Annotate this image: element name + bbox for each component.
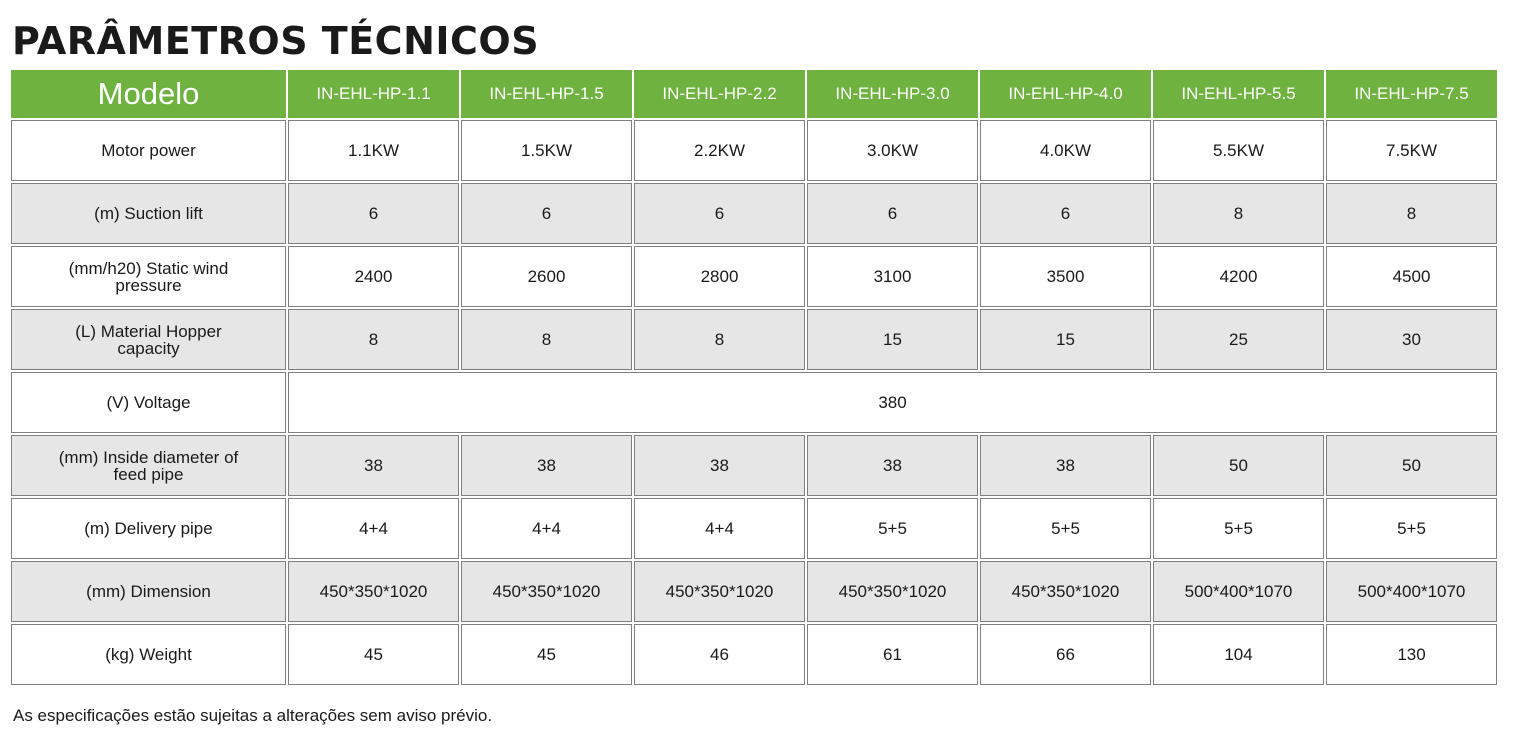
value-cell: 8 — [1153, 183, 1324, 244]
value-cell: 3.0KW — [807, 120, 978, 181]
row-label-cell: (mm) Dimension — [11, 561, 286, 622]
value-cell: 61 — [807, 624, 978, 685]
value-cell: 66 — [980, 624, 1151, 685]
row-label: (mm) Dimension — [86, 582, 211, 601]
value-cell: 45 — [288, 624, 459, 685]
row-label-cell: (m) Delivery pipe — [11, 498, 286, 559]
value-cell: 450*350*1020 — [634, 561, 805, 622]
header-cell-model: IN-EHL-HP-1.1 — [288, 70, 459, 118]
value-cell: 38 — [807, 435, 978, 496]
value-cell: 4500 — [1326, 246, 1497, 307]
row-label: (m) Delivery pipe — [84, 519, 213, 538]
table-row: (mm) Dimension 450*350*1020 450*350*1020 45… — [11, 561, 1497, 622]
row-label: (V) Voltage — [106, 393, 191, 412]
value-cell: 380 — [288, 372, 1497, 433]
table-row: (m) Delivery pipe 4+4 4+4 4+4 5+5 5+5 5+5 5+5 — [11, 498, 1497, 559]
table-row: Motor power 1.1KW 1.5KW 2.2KW 3.0KW 4.0KW 5.5K… — [11, 120, 1497, 181]
row-label: (L) Material Hopper capacity — [75, 321, 222, 358]
value-cell: 450*350*1020 — [980, 561, 1151, 622]
value-cell: 450*350*1020 — [807, 561, 978, 622]
row-label: Motor power — [101, 141, 196, 160]
value-cell: 7.5KW — [1326, 120, 1497, 181]
row-label-cell: (kg) Weight — [11, 624, 286, 685]
value-cell: 5+5 — [807, 498, 978, 559]
value-cell: 450*350*1020 — [461, 561, 632, 622]
value-cell: 15 — [980, 309, 1151, 370]
value-cell: 6 — [634, 183, 805, 244]
value-cell: 450*350*1020 — [288, 561, 459, 622]
row-label-cell: Motor power — [11, 120, 286, 181]
value-cell: 130 — [1326, 624, 1497, 685]
value-cell: 500*400*1070 — [1153, 561, 1324, 622]
header-cell-model: IN-EHL-HP-2.2 — [634, 70, 805, 118]
value-cell: 3500 — [980, 246, 1151, 307]
value-cell: 50 — [1153, 435, 1324, 496]
row-label: (mm/h20) Static wind pressure — [68, 258, 229, 295]
row-label: (kg) Weight — [105, 645, 192, 664]
value-cell: 1.1KW — [288, 120, 459, 181]
value-cell: 8 — [634, 309, 805, 370]
header-cell-model: IN-EHL-HP-7.5 — [1326, 70, 1497, 118]
page-title: PARÂMETROS TÉCNICOS — [12, 19, 540, 63]
value-cell: 8 — [461, 309, 632, 370]
row-label-cell: (m) Suction lift — [11, 183, 286, 244]
value-cell: 2600 — [461, 246, 632, 307]
value-cell: 2.2KW — [634, 120, 805, 181]
value-cell: 15 — [807, 309, 978, 370]
value-cell: 4+4 — [288, 498, 459, 559]
header-cell-model: IN-EHL-HP-5.5 — [1153, 70, 1324, 118]
row-label-cell: (mm/h20) Static wind pressure — [11, 246, 286, 307]
value-cell: 38 — [980, 435, 1151, 496]
value-cell: 2800 — [634, 246, 805, 307]
table-row: (V) Voltage 380 — [11, 372, 1497, 433]
table-row: (L) Material Hopper capacity 8 8 8 15 15 25 30 — [11, 309, 1497, 370]
value-cell: 5+5 — [1326, 498, 1497, 559]
value-cell: 38 — [288, 435, 459, 496]
header-cell-model: IN-EHL-HP-4.0 — [980, 70, 1151, 118]
value-cell: 104 — [1153, 624, 1324, 685]
value-cell: 5.5KW — [1153, 120, 1324, 181]
row-label: (m) Suction lift — [94, 204, 203, 223]
value-cell: 4+4 — [634, 498, 805, 559]
table-row: (kg) Weight 45 45 46 61 66 104 130 — [11, 624, 1497, 685]
row-label-cell: (mm) Inside diameter of feed pipe — [11, 435, 286, 496]
value-cell: 38 — [634, 435, 805, 496]
value-cell: 30 — [1326, 309, 1497, 370]
row-label-cell: (L) Material Hopper capacity — [11, 309, 286, 370]
value-cell: 46 — [634, 624, 805, 685]
value-cell: 4200 — [1153, 246, 1324, 307]
spec-table: Modelo IN-EHL-HP-1.1 IN-EHL-HP-1.5 IN-EHL-H… — [9, 68, 1499, 687]
header-cell-model: IN-EHL-HP-3.0 — [807, 70, 978, 118]
value-cell: 5+5 — [1153, 498, 1324, 559]
value-cell: 6 — [288, 183, 459, 244]
header-cell-model: IN-EHL-HP-1.5 — [461, 70, 632, 118]
table-row: (mm) Inside diameter of feed pipe 38 38 38 3… — [11, 435, 1497, 496]
row-label: (mm) Inside diameter of feed pipe — [58, 447, 239, 484]
value-cell: 50 — [1326, 435, 1497, 496]
disclaimer-note: As especificações estão sujeitas a alter… — [13, 706, 493, 725]
value-cell: 1.5KW — [461, 120, 632, 181]
table-body: Motor power 1.1KW 1.5KW 2.2KW 3.0KW 4.0KW 5.5K… — [11, 120, 1497, 685]
value-cell: 6 — [461, 183, 632, 244]
value-cell: 8 — [1326, 183, 1497, 244]
value-cell: 4.0KW — [980, 120, 1151, 181]
table-header: Modelo IN-EHL-HP-1.1 IN-EHL-HP-1.5 IN-EHL-H… — [11, 70, 1497, 118]
value-cell: 25 — [1153, 309, 1324, 370]
value-cell: 500*400*1070 — [1326, 561, 1497, 622]
value-cell: 8 — [288, 309, 459, 370]
value-cell: 2400 — [288, 246, 459, 307]
value-cell: 4+4 — [461, 498, 632, 559]
table-row: (m) Suction lift 6 6 6 6 6 8 8 — [11, 183, 1497, 244]
row-label-cell: (V) Voltage — [11, 372, 286, 433]
value-cell: 38 — [461, 435, 632, 496]
value-cell: 3100 — [807, 246, 978, 307]
value-cell: 45 — [461, 624, 632, 685]
value-cell: 6 — [807, 183, 978, 244]
header-row: Modelo IN-EHL-HP-1.1 IN-EHL-HP-1.5 IN-EHL-H… — [11, 70, 1497, 118]
value-cell: 6 — [980, 183, 1151, 244]
header-cell-label: Modelo — [11, 70, 286, 118]
value-cell: 5+5 — [980, 498, 1151, 559]
table-row: (mm/h20) Static wind pressure 2400 2600 280… — [11, 246, 1497, 307]
